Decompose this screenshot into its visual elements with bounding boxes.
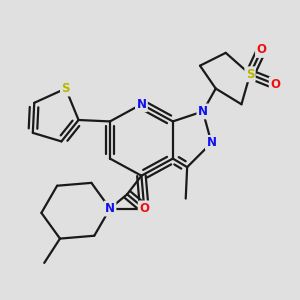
Text: S: S bbox=[61, 82, 70, 95]
Text: N: N bbox=[198, 105, 208, 118]
Text: O: O bbox=[139, 202, 149, 215]
Text: O: O bbox=[139, 202, 149, 215]
Text: N: N bbox=[206, 136, 216, 149]
Text: O: O bbox=[256, 44, 266, 56]
Text: N: N bbox=[105, 202, 115, 215]
Text: O: O bbox=[270, 78, 280, 91]
Text: S: S bbox=[246, 68, 254, 81]
Text: N: N bbox=[136, 98, 146, 111]
